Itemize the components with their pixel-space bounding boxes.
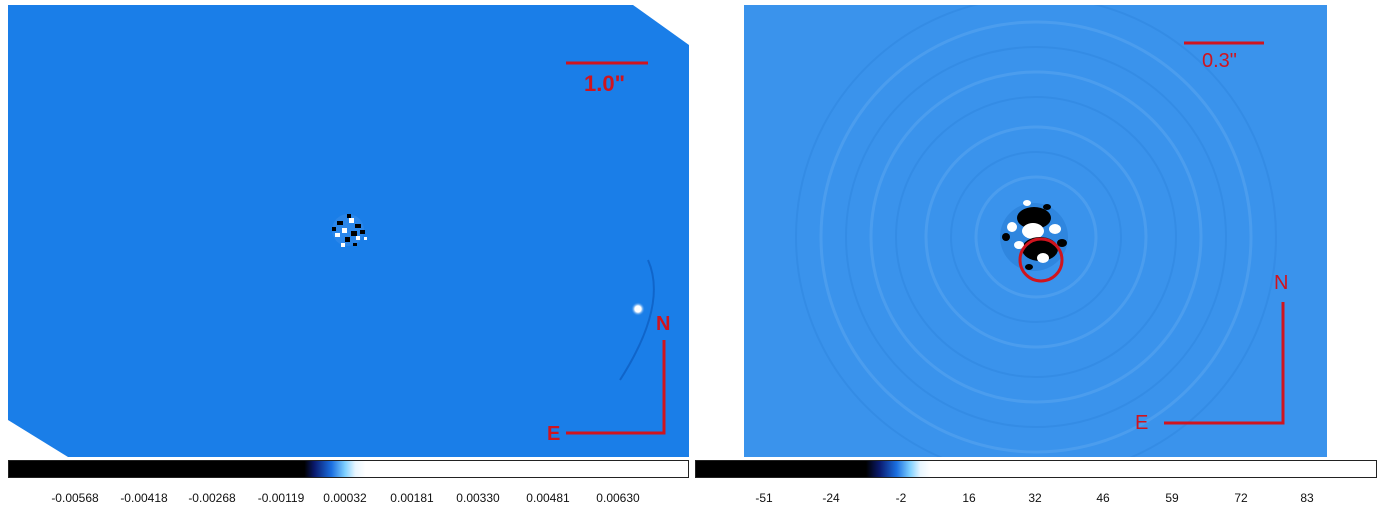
left-image-field [8,5,689,457]
scale-bar-label-left: 1.0" [584,71,626,96]
compass-east-label-left: E [547,423,561,445]
colorbar-right-tick: 32 [1028,491,1042,505]
compass-arrows-right [1164,302,1285,425]
colorbar-right-tick: 83 [1300,491,1314,505]
colorbar-left-tick: -0.00268 [188,491,236,505]
colorbar-right-tick: 59 [1165,491,1179,505]
central-star-residual [332,214,367,247]
scale-bar-label-right: 0.3" [1202,50,1237,72]
compass-north-label-right: N [1274,272,1289,294]
colorbar-left-tick: -0.00418 [120,491,168,505]
left-image-panel: 1.0" N E [8,5,689,457]
colorbar-right-tick: 46 [1096,491,1110,505]
right-image-field [744,5,1327,457]
colorbar-right-tick: -2 [895,491,907,505]
compass-east-label-right: E [1135,412,1149,434]
colorbar-left-tick: 0.00181 [390,491,434,505]
central-star-residual-zoom [1000,200,1068,271]
colorbar-right-tick: 72 [1234,491,1248,505]
colorbar-right-tick: -24 [822,491,840,505]
colorbar-left-tick: 0.00630 [596,491,640,505]
colorbar-left [8,460,689,478]
colorbar-right-tick: 16 [962,491,976,505]
colorbar-left-tick: 0.00330 [456,491,500,505]
compass-arrows-left [566,340,666,435]
colorbar-right [695,460,1377,478]
colorbar-left-tick: 0.00481 [526,491,570,505]
right-image-panel: 0.3" N E [744,5,1327,457]
residual-arc [619,259,655,381]
companion-source [631,302,645,316]
colorbar-left-tick: 0.00032 [323,491,367,505]
speckle-rings [819,20,1253,454]
colorbar-left-tick: -0.00568 [51,491,99,505]
companion-marker-circle [1018,237,1064,283]
compass-north-label-left: N [656,313,671,335]
colorbar-right-tick: -51 [755,491,773,505]
colorbar-left-tick: -0.00119 [257,491,305,505]
